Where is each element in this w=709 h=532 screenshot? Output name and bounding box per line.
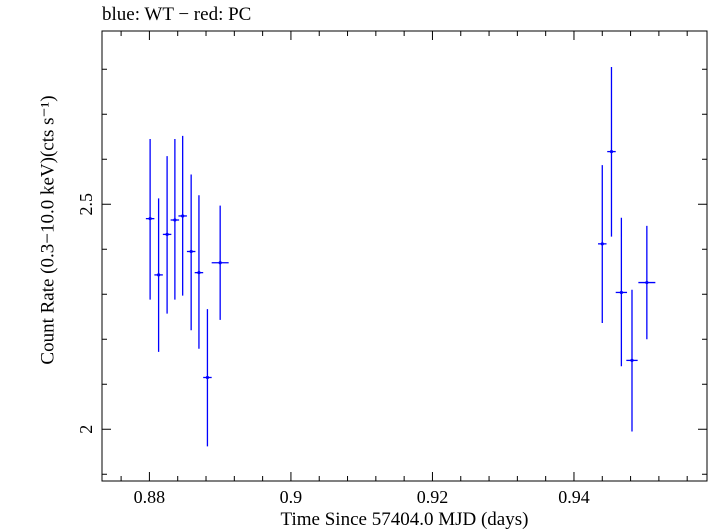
- x-tick-label: 0.88: [134, 487, 166, 507]
- data-marker: [600, 242, 604, 246]
- data-point: [154, 198, 163, 352]
- data-marker: [609, 150, 614, 154]
- data-point: [626, 289, 638, 432]
- data-point: [186, 174, 196, 331]
- data-marker: [181, 214, 185, 218]
- data-marker: [173, 218, 177, 222]
- x-tick-label: 0.9: [280, 487, 303, 507]
- y-tick-label: 2.5: [76, 193, 96, 216]
- data-marker: [189, 249, 193, 254]
- data-point: [178, 135, 187, 296]
- data-marker: [157, 273, 161, 277]
- data-point: [145, 139, 155, 300]
- chart-title: blue: WT − red: PC: [102, 4, 252, 25]
- data-marker: [630, 358, 634, 362]
- data-point: [194, 195, 204, 349]
- y-tick-label: 2: [76, 425, 96, 434]
- data-point: [615, 217, 628, 367]
- x-axis-label: Time Since 57404.0 MJD (days): [280, 509, 529, 530]
- data-point: [203, 309, 212, 447]
- data-marker: [645, 280, 649, 285]
- data-marker: [148, 217, 152, 221]
- data-marker: [197, 271, 201, 275]
- x-tick-label: 0.92: [417, 487, 449, 507]
- data-point: [162, 156, 172, 314]
- plot-frame: [101, 30, 708, 482]
- data-marker: [205, 375, 210, 380]
- data-point: [170, 139, 180, 300]
- data-point: [607, 67, 616, 237]
- data-marker: [218, 261, 222, 265]
- data-point: [211, 205, 229, 320]
- data-point: [598, 165, 607, 324]
- data-marker: [165, 232, 169, 236]
- data-point: [638, 225, 656, 340]
- data-marker: [619, 290, 623, 295]
- x-tick-label: 0.94: [558, 487, 590, 507]
